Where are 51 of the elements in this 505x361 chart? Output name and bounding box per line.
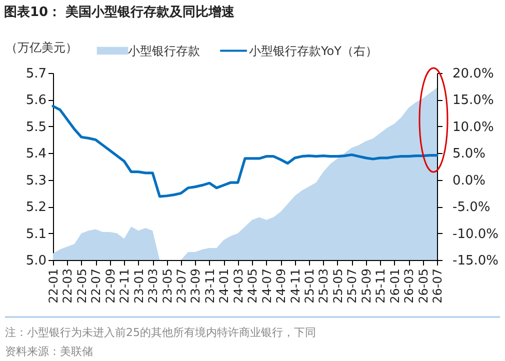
x-tick-label: 22-03 — [60, 268, 75, 304]
y2-tick-label: -15.0% — [452, 254, 498, 268]
x-tick-label: 23-07 — [174, 268, 188, 304]
x-tick-label: 24-01 — [217, 268, 232, 304]
y-tick-label: 5.5 — [26, 120, 46, 135]
y2-tick-label: -10.0% — [452, 226, 498, 242]
x-tick-label: 25-07 — [345, 268, 360, 304]
y2-tick-label: -5.0% — [452, 200, 490, 216]
x-tick-label: 22-11 — [118, 268, 132, 304]
y-tick-label: 5.3 — [26, 173, 46, 188]
x-tick-label: 22-01 — [46, 268, 60, 304]
y2-tick-label: 20.0% — [452, 66, 494, 82]
x-tick-label: 24-09 — [274, 268, 288, 304]
x-tick-label: 22-07 — [89, 268, 104, 304]
x-tick-label: 23-05 — [160, 268, 174, 304]
y-tick-label: 5.4 — [26, 146, 46, 162]
x-tick-label: 24-03 — [231, 268, 246, 304]
x-tick-label: 26-01 — [388, 268, 402, 304]
x-tick-label: 23-01 — [132, 268, 146, 304]
x-tick-label: 22-09 — [103, 268, 118, 304]
x-tick-label: 25-11 — [374, 268, 388, 304]
x-tick-label: 25-05 — [330, 268, 345, 304]
y-tick-label: 5.6 — [26, 93, 46, 108]
x-tick-label: 25-01 — [302, 268, 316, 304]
text: 资料来源：美联储 — [5, 344, 94, 360]
y2-tick-label: 10.0% — [452, 120, 494, 135]
y2-tick-label: 15.0% — [452, 93, 494, 108]
y2-tick-label: 5.0% — [452, 146, 486, 162]
x-tick-label: 23-11 — [202, 268, 217, 304]
y-tick-label: 5.2 — [26, 200, 46, 216]
y-axis-title: （万亿美元） — [6, 40, 78, 54]
x-tick-label: 25-09 — [359, 268, 374, 304]
y-tick-label: 5.1 — [26, 226, 46, 242]
x-tick-label: 24-05 — [246, 268, 260, 304]
x-tick-label: 26-03 — [402, 268, 416, 304]
x-tick-label: 26-05 — [416, 268, 430, 304]
x-tick-label: 25-03 — [316, 268, 331, 304]
text: 注：小型银行为未进入前25的其他所有境内特许商业银行，下同 — [5, 325, 317, 341]
line-series — [52, 104, 438, 198]
x-tick-label: 24-07 — [260, 268, 274, 304]
x-tick-label: 23-03 — [146, 268, 160, 304]
chart-title: 图表10： 美国小型银行存款及同比增速 — [4, 4, 235, 21]
x-tick-label: 22-05 — [74, 268, 89, 304]
x-tick-label: 24-11 — [288, 268, 302, 304]
x-tick-label: 26-07 — [430, 268, 444, 304]
legend-label: 小型银行存款YoY（右） — [249, 44, 378, 58]
y2-tick-label: 0.0% — [452, 173, 486, 188]
x-tick-label: 23-09 — [188, 268, 203, 304]
y-tick-label: 5.0 — [26, 254, 46, 268]
y-tick-label: 5.7 — [26, 66, 46, 82]
legend-label: 小型银行存款 — [128, 44, 200, 58]
